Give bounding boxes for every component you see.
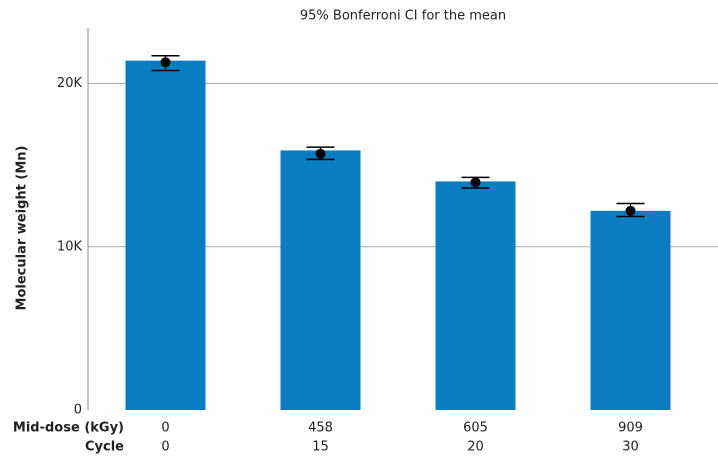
x-row-label: Cycle bbox=[85, 440, 124, 455]
y-tick-label: 20K bbox=[57, 76, 83, 91]
chart-title: 95% Bonferroni CI for the mean bbox=[300, 9, 506, 24]
x-row-label: Mid-dose (kGy) bbox=[13, 421, 124, 436]
x-tick-label: 30 bbox=[622, 440, 639, 455]
bar bbox=[125, 60, 206, 411]
x-tick-label: 20 bbox=[467, 440, 484, 455]
x-tick-label: 458 bbox=[308, 421, 333, 436]
mean-dot bbox=[160, 57, 171, 68]
bar bbox=[280, 150, 361, 410]
x-tick-label: 15 bbox=[312, 440, 329, 455]
x-tick-label: 605 bbox=[463, 421, 488, 436]
y-tick-label: 10K bbox=[57, 239, 83, 254]
y-tick-label: 0 bbox=[74, 403, 82, 418]
mean-dot bbox=[315, 148, 326, 159]
bar bbox=[435, 181, 516, 410]
x-tick-label: 909 bbox=[618, 421, 643, 436]
bar bbox=[590, 210, 671, 410]
x-tick-label: 0 bbox=[161, 421, 169, 436]
mean-dot bbox=[470, 177, 481, 188]
x-tick-label: 0 bbox=[161, 440, 169, 455]
mean-dot bbox=[625, 205, 636, 216]
y-axis-label: Molecular weight (Mn) bbox=[15, 146, 30, 311]
